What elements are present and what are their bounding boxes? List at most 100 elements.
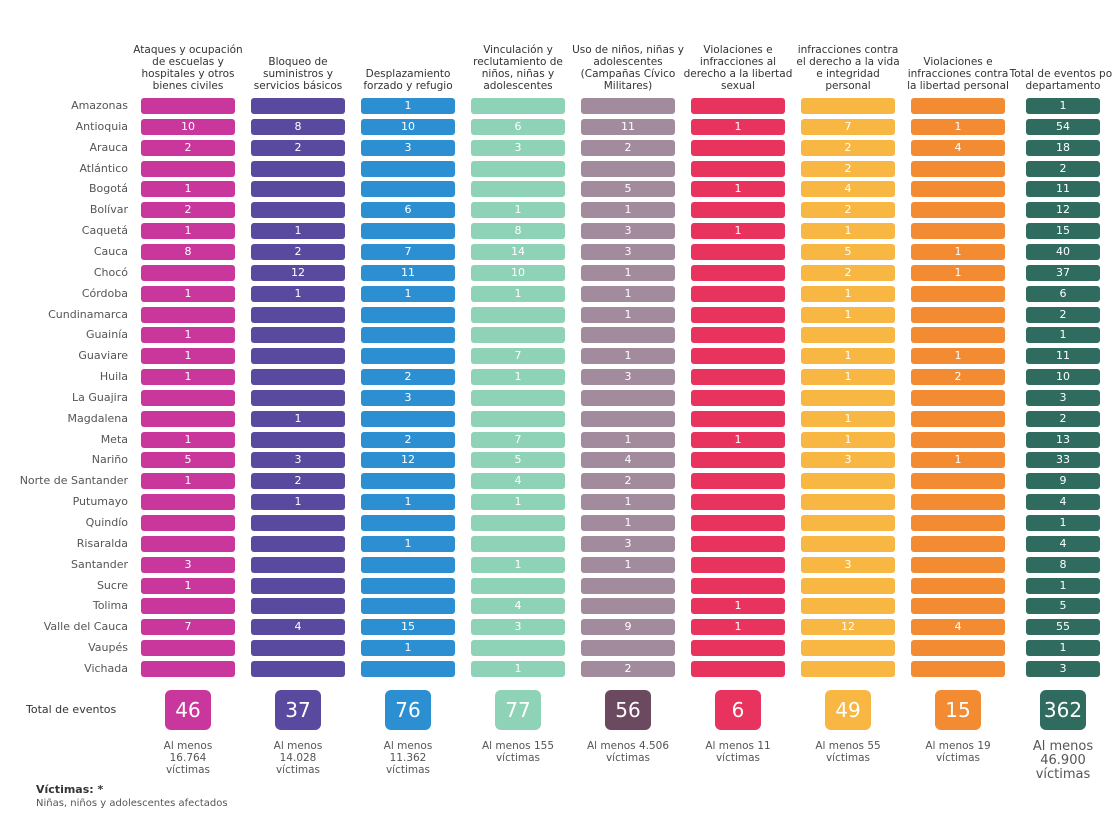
cell: 1 — [801, 285, 895, 302]
cell: 4 — [911, 139, 1005, 156]
column-header: Violaciones e infracciones al derecho a … — [683, 44, 793, 92]
cell — [581, 327, 675, 344]
cell — [251, 640, 345, 657]
cell: 4 — [471, 473, 565, 490]
cell — [361, 306, 455, 323]
cell — [361, 473, 455, 490]
column-total: 362 — [1040, 690, 1086, 730]
cell — [361, 660, 455, 677]
cell — [911, 515, 1005, 531]
cell — [471, 306, 565, 323]
row-label: Córdoba — [81, 286, 128, 300]
cell: 1 — [141, 285, 235, 302]
cell — [911, 202, 1005, 219]
cell: 3 — [801, 452, 895, 469]
cell: 2 — [1026, 306, 1100, 323]
cell: 10 — [1026, 369, 1100, 386]
cell — [691, 202, 785, 219]
cell: 1 — [581, 264, 675, 281]
cell — [581, 410, 675, 427]
cell: 10 — [141, 118, 235, 135]
cell: 1 — [581, 431, 675, 448]
cell: 5 — [471, 452, 565, 469]
cell: 1 — [471, 369, 565, 386]
column-victims: Al menos 19 víctimas — [925, 740, 991, 764]
cell — [361, 515, 455, 531]
cell — [801, 327, 895, 344]
cell: 11 — [1026, 181, 1100, 198]
column-total: 37 — [275, 690, 321, 730]
cell: 1 — [581, 348, 675, 365]
column-total: 77 — [495, 690, 541, 730]
column-victims: Al menos 155 víctimas — [481, 740, 555, 764]
cell — [251, 556, 345, 573]
cell: 5 — [141, 452, 235, 469]
cell: 2 — [1026, 160, 1100, 177]
cell — [911, 473, 1005, 490]
cell: 1 — [801, 223, 895, 240]
column-total: 56 — [605, 690, 651, 730]
cell: 1 — [361, 535, 455, 552]
cell — [581, 577, 675, 594]
cell: 7 — [801, 118, 895, 135]
cell: 12 — [361, 452, 455, 469]
cell — [141, 535, 235, 552]
cell — [801, 535, 895, 552]
cell: 1 — [361, 640, 455, 657]
row-label: Chocó — [93, 265, 128, 279]
cell — [911, 285, 1005, 302]
cell: 4 — [581, 452, 675, 469]
cell: 1 — [581, 306, 675, 323]
cell: 3 — [581, 243, 675, 260]
cell — [801, 98, 895, 114]
column-header: Desplazamiento forzado y refugio — [363, 68, 453, 92]
cell: 33 — [1026, 452, 1100, 469]
cell: 2 — [1026, 410, 1100, 427]
row-label: Valle del Cauca — [43, 620, 128, 634]
cell: 5 — [581, 181, 675, 198]
cell — [471, 181, 565, 198]
cell — [691, 515, 785, 531]
cell — [691, 139, 785, 156]
column-header: Uso de niños, niñas y adolescentes (Camp… — [572, 44, 684, 92]
cell: 7 — [141, 619, 235, 636]
cell — [361, 348, 455, 365]
cell: 2 — [361, 369, 455, 386]
cell — [801, 660, 895, 677]
cell: 1 — [141, 473, 235, 490]
cell — [251, 348, 345, 365]
cell: 5 — [801, 243, 895, 260]
cell — [251, 98, 345, 114]
cell: 1 — [911, 118, 1005, 135]
cell: 3 — [581, 535, 675, 552]
cell: 4 — [801, 181, 895, 198]
cell — [801, 515, 895, 531]
cell — [361, 598, 455, 615]
row-label: Norte de Santander — [19, 474, 128, 488]
column-victims: Al menos 11 víctimas — [705, 740, 771, 764]
row-label: Bogotá — [88, 182, 128, 196]
cell: 1 — [471, 494, 565, 511]
column-header: Violaciones e infracciones contra la lib… — [907, 56, 1009, 92]
cell — [361, 160, 455, 177]
cell: 11 — [361, 264, 455, 281]
cell: 3 — [251, 452, 345, 469]
cell: 3 — [581, 223, 675, 240]
cell — [911, 431, 1005, 448]
cell: 1 — [471, 556, 565, 573]
cell — [801, 473, 895, 490]
row-label: Magdalena — [67, 411, 128, 425]
row-label: Arauca — [89, 140, 128, 154]
cell — [471, 389, 565, 406]
cell: 3 — [1026, 389, 1100, 406]
column-total: 76 — [385, 690, 431, 730]
cell: 10 — [471, 264, 565, 281]
cell — [691, 306, 785, 323]
row-label: Risaralda — [76, 536, 128, 550]
cell — [141, 160, 235, 177]
cell — [141, 515, 235, 531]
cell — [361, 181, 455, 198]
cell — [251, 535, 345, 552]
cell: 4 — [251, 619, 345, 636]
cell: 54 — [1026, 118, 1100, 135]
